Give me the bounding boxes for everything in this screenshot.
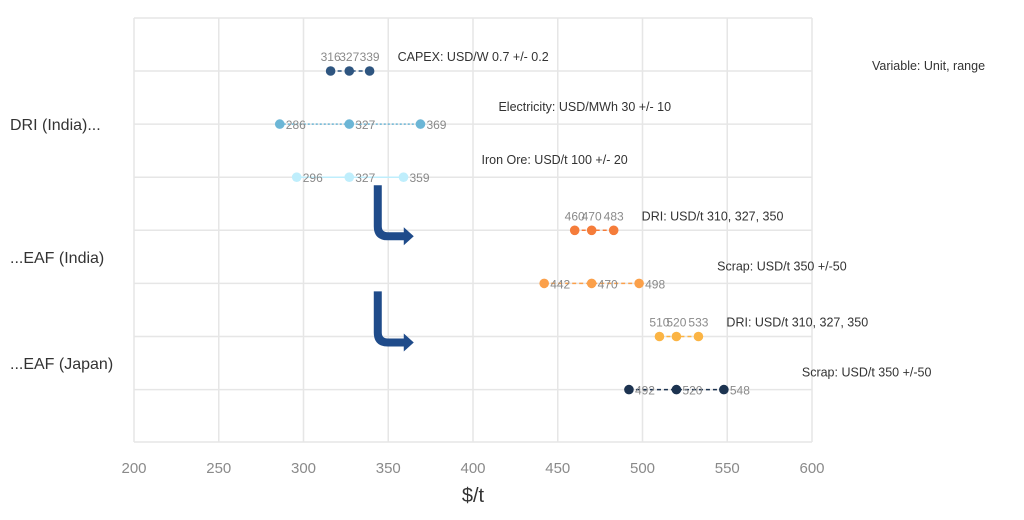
series-annotation: Electricity: USD/MWh 30 +/- 10 (498, 100, 671, 114)
data-label: 520 (682, 384, 702, 398)
data-label: 286 (286, 118, 306, 132)
category-labels: DRI (India)... ...EAF (India) ...EAF (Japa… (10, 117, 113, 373)
arrow-shape (373, 185, 414, 246)
data-label: 492 (635, 384, 655, 398)
data-label: 327 (339, 50, 359, 64)
x-tick-label: 450 (545, 460, 570, 477)
data-point-low (569, 225, 580, 236)
data-point-low (325, 66, 336, 76)
series-2: 296 327 359 Iron Ore: USD/t 100 +/- 20 (291, 153, 628, 185)
data-label: 470 (582, 209, 602, 223)
x-tick-label: 550 (715, 460, 740, 477)
data-point-mid (586, 278, 597, 289)
data-point-mid (344, 172, 355, 182)
series-annotation: CAPEX: USD/W 0.7 +/- 0.2 (398, 50, 549, 64)
x-ticks: 200 250 300 350 400 450 500 550 600 (121, 460, 824, 477)
data-point-high (693, 331, 704, 342)
data-point-low (274, 119, 285, 129)
legend-note: Variable: Unit, range (872, 59, 985, 73)
category-label: ...EAF (India) (10, 250, 104, 267)
data-label: 548 (730, 384, 750, 398)
series-annotation: DRI: USD/t 310, 327, 350 (642, 209, 784, 223)
data-point-mid (671, 384, 682, 395)
data-point-high (415, 119, 426, 129)
x-tick-label: 300 (291, 460, 316, 477)
data-point-mid (671, 331, 682, 342)
x-tick-label: 600 (799, 460, 824, 477)
data-label: 327 (355, 118, 375, 132)
data-label: 339 (360, 50, 380, 64)
data-point-low (539, 278, 549, 289)
data-point-low (654, 331, 665, 342)
data-label: 316 (321, 50, 341, 64)
data-label: 483 (604, 209, 624, 223)
data-label: 498 (645, 277, 665, 291)
x-tick-label: 500 (630, 460, 655, 477)
data-label: 460 (565, 209, 585, 223)
data-label: 470 (598, 277, 618, 291)
arrow-shape (373, 291, 414, 352)
data-label: 520 (666, 316, 686, 330)
x-tick-label: 200 (121, 460, 146, 477)
data-point-high (398, 172, 409, 182)
data-label: 533 (688, 316, 708, 330)
arrow-icon (373, 185, 414, 246)
arrows (373, 185, 414, 352)
category-label: ...EAF (Japan) (10, 356, 113, 373)
arrow-icon (373, 291, 414, 352)
data-label: 327 (355, 171, 375, 185)
x-tick-label: 350 (376, 460, 401, 477)
data-point-high (364, 66, 375, 76)
data-point-high (634, 278, 644, 289)
data-label: 296 (303, 171, 323, 185)
x-tick-label: 250 (206, 460, 231, 477)
series-1: 286 327 369 Electricity: USD/MWh 30 +/- 10 (274, 100, 671, 132)
data-point-mid (344, 119, 355, 129)
series-6: 492 520 548 Scrap: USD/t 350 +/-50 (624, 366, 931, 398)
series-annotation: Scrap: USD/t 350 +/-50 (802, 366, 932, 380)
series-annotation: Scrap: USD/t 350 +/-50 (717, 259, 847, 273)
data-point-low (624, 384, 634, 395)
data-label: 359 (410, 171, 430, 185)
grid (133, 17, 813, 443)
series-annotation: DRI: USD/t 310, 327, 350 (726, 316, 868, 330)
data-point-mid (586, 225, 597, 236)
category-label: DRI (India)... (10, 117, 101, 134)
data-point-high (719, 384, 729, 395)
data-label: 369 (426, 118, 446, 132)
data-point-high (608, 225, 619, 236)
data-label: 510 (649, 316, 669, 330)
x-axis-label: $/t (462, 485, 485, 507)
data-point-low (291, 172, 302, 182)
data-label: 442 (550, 277, 570, 291)
x-tick-label: 400 (460, 460, 485, 477)
series-annotation: Iron Ore: USD/t 100 +/- 20 (482, 153, 628, 167)
series-4: 442 470 498 Scrap: USD/t 350 +/-50 (539, 259, 847, 291)
data-point-mid (344, 66, 355, 76)
